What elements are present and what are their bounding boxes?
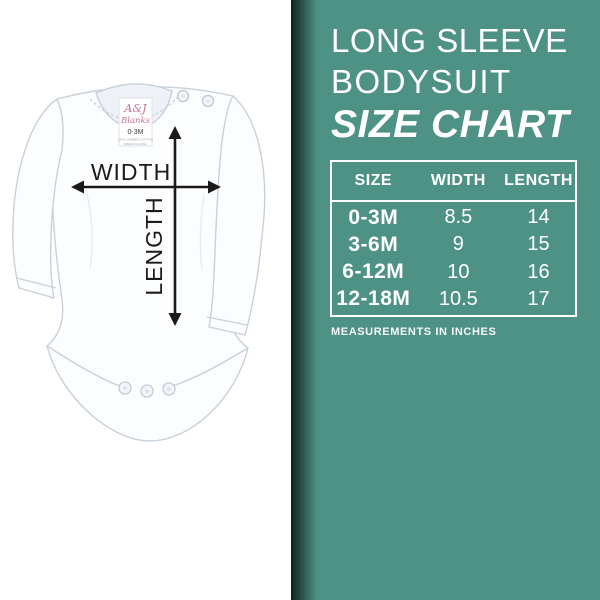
table-row: 12-18M 10.5 17: [332, 286, 575, 313]
arrow-up-head: [168, 126, 182, 139]
neck-tag: A&J Blanks 0-3M 100% COMBED COTTON MADE …: [118, 97, 153, 147]
width-arrow: [71, 180, 221, 194]
width-measure-label: WIDTH: [91, 159, 171, 185]
right-sleeve: [208, 95, 266, 336]
tag-fine-print-2: MADE IN CHINA: [124, 142, 147, 146]
table-body: 0-3M 8.5 14 3-6M 9 15 6-12M 10 16 12-18M…: [332, 202, 575, 315]
arrow-right-head: [208, 180, 221, 194]
table-header-row: SIZE WIDTH LENGTH: [332, 162, 575, 202]
size-value: 0-3M: [348, 205, 399, 229]
length-value: 14: [527, 206, 550, 229]
bodysuit-diagram: A&J Blanks 0-3M 100% COMBED COTTON MADE …: [12, 83, 266, 442]
shoulder-snaps: [176, 89, 215, 108]
length-value: 16: [527, 260, 550, 283]
left-sleeve: [12, 98, 64, 299]
arrow-down-head: [168, 313, 182, 326]
arrow-left-head: [71, 180, 84, 194]
tag-size-label: 0-3M: [128, 129, 144, 136]
column-header-length: LENGTH: [504, 172, 573, 189]
units-caption: MEASUREMENTS IN INCHES: [331, 326, 497, 338]
table-row: 6-12M 10 16: [332, 259, 575, 286]
length-measure-label: LENGTH: [141, 196, 167, 295]
width-value: 8.5: [444, 206, 473, 229]
length-arrow: [168, 126, 182, 326]
table-row: 0-3M 8.5 14: [332, 204, 575, 231]
product-photo-area: A&J Blanks 0-3M 100% COMBED COTTON MADE …: [0, 0, 291, 600]
title-line-3: SIZE CHART: [331, 102, 570, 146]
length-value: 15: [527, 233, 550, 256]
width-value: 10.5: [438, 287, 478, 310]
table-row: 3-6M 9 15: [332, 231, 575, 258]
page-title: LONG SLEEVE BODYSUIT SIZE CHART: [331, 20, 569, 146]
tag-fine-print-1: 100% COMBED COTTON: [118, 138, 153, 142]
size-value: 12-18M: [336, 287, 411, 311]
width-value: 10: [447, 260, 470, 283]
crotch-snaps: [118, 381, 176, 398]
tag-brand-line1: A&J: [123, 102, 147, 115]
length-value: 17: [527, 287, 550, 310]
column-header-width: WIDTH: [430, 172, 486, 189]
width-value: 9: [452, 233, 464, 256]
title-line-1: LONG SLEEVE: [331, 21, 568, 59]
column-header-size: SIZE: [354, 172, 393, 189]
title-line-2: BODYSUIT: [331, 62, 512, 100]
info-panel: LONG SLEEVE BODYSUIT SIZE CHART SIZE WID…: [291, 0, 600, 600]
collar-stitching: [89, 96, 179, 121]
tag-brand-line2: Blanks: [120, 116, 151, 126]
size-chart-table: SIZE WIDTH LENGTH 0-3M 8.5 14 3-6M 9 15 …: [330, 160, 577, 317]
size-value: 6-12M: [342, 260, 405, 284]
size-value: 3-6M: [348, 232, 399, 256]
